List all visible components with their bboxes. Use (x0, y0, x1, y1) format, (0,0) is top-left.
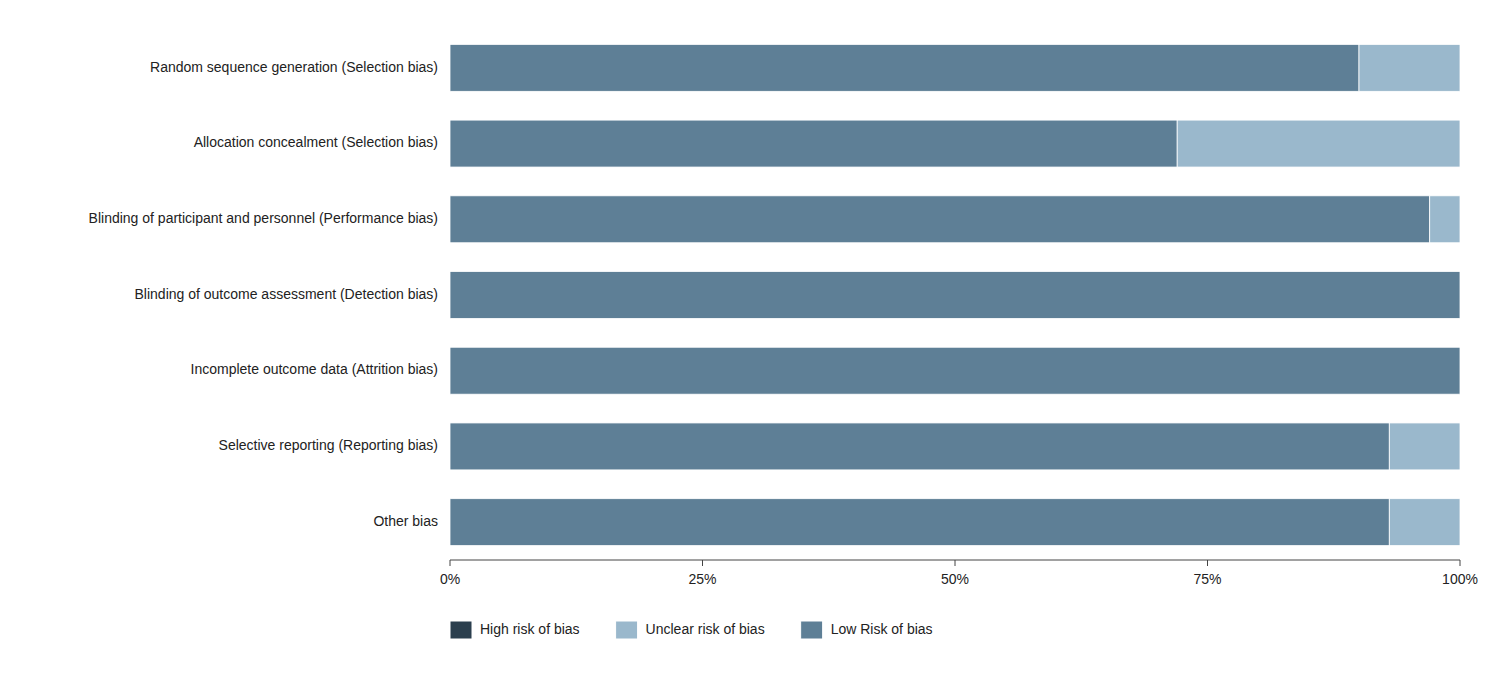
legend-label: High risk of bias (480, 621, 580, 637)
legend-label: Unclear risk of bias (646, 621, 765, 637)
bar-segment (1389, 423, 1460, 470)
bar-segment (1460, 272, 1461, 319)
category-label: Incomplete outcome data (Attrition bias) (191, 361, 438, 377)
x-tick-label: 75% (1193, 571, 1221, 587)
x-tick (955, 560, 956, 566)
category-label: Blinding of outcome assessment (Detectio… (135, 286, 438, 302)
chart: Random sequence generation (Selection bi… (0, 0, 1510, 680)
bar-segment (1460, 120, 1461, 167)
x-tick (1460, 560, 1461, 566)
category-label: Allocation concealment (Selection bias) (194, 134, 438, 150)
bar-segment (450, 272, 1460, 319)
legend: High risk of bias Unclear risk of bias Low… (450, 621, 933, 639)
bar-segment (1460, 44, 1461, 91)
category-label: Selective reporting (Reporting bias) (219, 437, 438, 453)
bar-segment (1460, 499, 1461, 546)
x-tick (1207, 560, 1208, 566)
bar-segment (1460, 196, 1461, 243)
bar-segment (1460, 423, 1461, 470)
bar-segment (1460, 272, 1461, 319)
category-label: Random sequence generation (Selection bi… (150, 59, 438, 75)
bar-segment (450, 196, 1430, 243)
bar-segment (1177, 120, 1460, 167)
x-tick (702, 560, 703, 566)
legend-swatch (616, 621, 638, 639)
bar-segment (450, 347, 1460, 394)
x-tick-label: 50% (941, 571, 969, 587)
legend-swatch (801, 621, 823, 639)
x-tick-label: 25% (688, 571, 716, 587)
bar-segment (450, 44, 1359, 91)
bar-segment (1359, 44, 1460, 91)
bar-segment (1430, 196, 1460, 243)
x-tick-label: 100% (1442, 571, 1478, 587)
x-tick (450, 560, 451, 566)
legend-swatch (450, 621, 472, 639)
bar-segment (1460, 347, 1461, 394)
legend-label: Low Risk of bias (831, 621, 933, 637)
category-label: Other bias (373, 513, 438, 529)
bar-segment (1460, 347, 1461, 394)
bars (450, 44, 1460, 545)
bar-segment (1389, 499, 1460, 546)
bar-segment (450, 499, 1389, 546)
bar-segment (450, 423, 1389, 470)
x-tick-label: 0% (440, 571, 460, 587)
category-label: Blinding of participant and personnel (P… (89, 210, 438, 226)
bar-segment (450, 120, 1177, 167)
